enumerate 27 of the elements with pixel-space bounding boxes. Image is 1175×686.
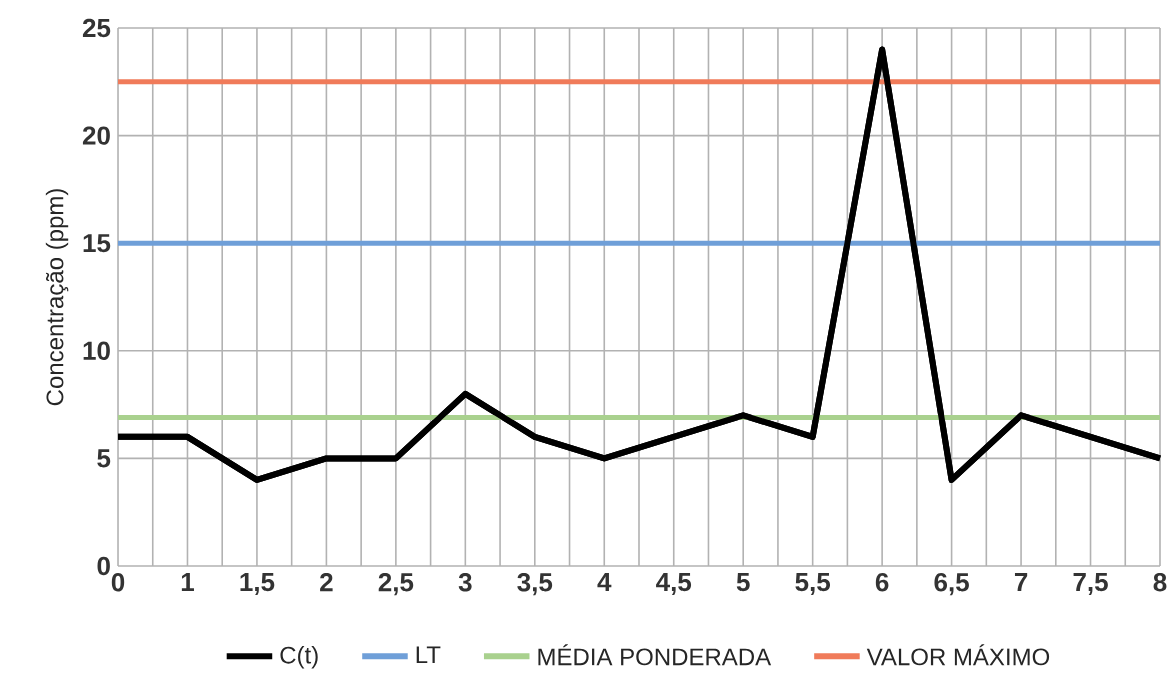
x-tick-label: 6 — [875, 573, 889, 592]
x-tick-label: 7 — [1014, 573, 1028, 591]
x-tick-label: 8 — [1153, 573, 1167, 592]
x-tick-label: 6,5 — [934, 573, 969, 596]
y-tick-label: 25 — [82, 18, 111, 38]
y-axis-title: Concentração (ppm) — [45, 189, 69, 406]
legend-label: LT — [416, 646, 441, 663]
x-tick-label: 4 — [597, 573, 612, 591]
x-tick-label: 1,5 — [240, 573, 275, 595]
legend-label: MÉDIA PONDERADA — [538, 644, 772, 666]
legend-label: C(t) — [280, 646, 318, 669]
x-tick-label: 3,5 — [517, 573, 553, 596]
x-tick-label: 5,5 — [795, 573, 831, 595]
x-tick-label: 1 — [181, 573, 194, 591]
x-tick-label: 2 — [320, 573, 333, 592]
legend-label: VALOR MÁXIMO — [866, 644, 1050, 666]
y-tick-label: 5 — [97, 449, 111, 468]
y-tick-label: 0 — [97, 556, 110, 576]
y-tick-label: 10 — [83, 341, 110, 360]
x-tick-label: 4,5 — [656, 573, 692, 595]
y-tick-label: 15 — [83, 234, 111, 253]
y-tick-label: 20 — [82, 126, 110, 145]
x-tick-label: 5 — [736, 573, 750, 592]
x-tick-label: 0 — [111, 573, 125, 592]
x-tick-label: 7,5 — [1073, 573, 1108, 595]
x-tick-label: 3 — [458, 573, 472, 592]
x-tick-label: 2,5 — [378, 573, 414, 596]
